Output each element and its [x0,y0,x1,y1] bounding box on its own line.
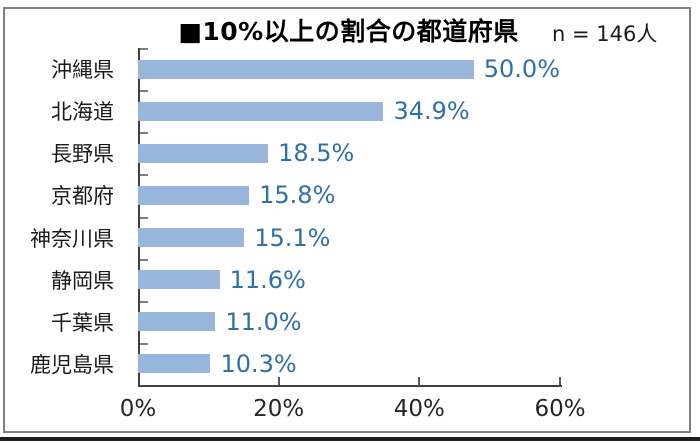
x-axis-label: 40% [393,396,445,422]
x-axis-label: 0% [119,396,157,422]
bar-rows-container: 沖縄県 50.0% 北海道 34.9% 長野県 18.5% 京都府 15.8% 神奈川県 15.1… [0,48,560,385]
category-label: 北海道 [51,100,114,125]
category-label: 千葉県 [51,310,114,335]
y-axis-tick [140,217,148,219]
category-label: 長野県 [51,142,114,167]
bar [138,101,384,121]
bar [138,354,211,374]
bar-area: 15.1% [138,217,560,259]
y-axis-tick [140,259,148,261]
bar [138,185,250,205]
bar-row: 鹿児島県 10.3% [0,343,560,385]
bar-row: 神奈川県 15.1% [0,217,560,259]
bar-row: 長野県 18.5% [0,132,560,174]
bar-row: 京都府 15.8% [0,174,560,216]
value-label: 10.3% [220,349,297,378]
category-label: 静岡県 [51,268,114,293]
plot-area [138,48,562,387]
value-label: 50.0% [483,55,560,84]
value-label: 11.0% [225,307,302,336]
y-axis-tick [140,174,148,176]
bar [138,59,474,79]
bar [138,228,245,248]
bar-row: 沖縄県 50.0% [0,48,560,90]
y-axis-tick [140,343,148,345]
value-label: 18.5% [278,139,355,168]
y-axis-tick [140,48,148,50]
x-axis-tick [559,377,561,385]
bar-area: 50.0% [138,48,560,90]
category-label: 沖縄県 [51,58,114,83]
x-axis-tick [277,377,280,385]
chart-title: ■10%以上の割合の都道府県 [178,17,519,46]
y-axis-tick [140,132,148,134]
bar-area: 15.8% [138,174,560,216]
bar-area: 34.9% [138,90,560,132]
bar [138,312,216,332]
x-axis-tick [418,377,421,385]
y-axis-tick [140,90,148,92]
bar-row: 静岡県 11.6% [0,259,560,301]
x-axis: 0% 20% 40% 60% [0,396,700,428]
bar-row: 千葉県 11.0% [0,301,560,343]
bar-area: 10.3% [138,343,560,385]
y-axis-tick [140,301,148,303]
bar-area: 11.0% [138,301,560,343]
x-axis-label: 20% [253,396,305,422]
bar [138,143,269,163]
bar-area: 11.6% [138,259,560,301]
bar-area: 18.5% [138,132,560,174]
category-label: 京都府 [51,184,114,209]
bar [138,270,220,290]
bottom-rule [0,437,700,441]
x-axis-label: 60% [534,396,586,422]
value-label: 11.6% [229,265,306,294]
value-label: 34.9% [393,97,470,126]
category-label: 鹿児島県 [30,352,114,377]
bar-row: 北海道 34.9% [0,90,560,132]
value-label: 15.8% [259,181,336,210]
sample-size-label: n = 146人 [552,22,658,46]
category-label: 神奈川県 [30,226,114,251]
value-label: 15.1% [254,223,331,252]
